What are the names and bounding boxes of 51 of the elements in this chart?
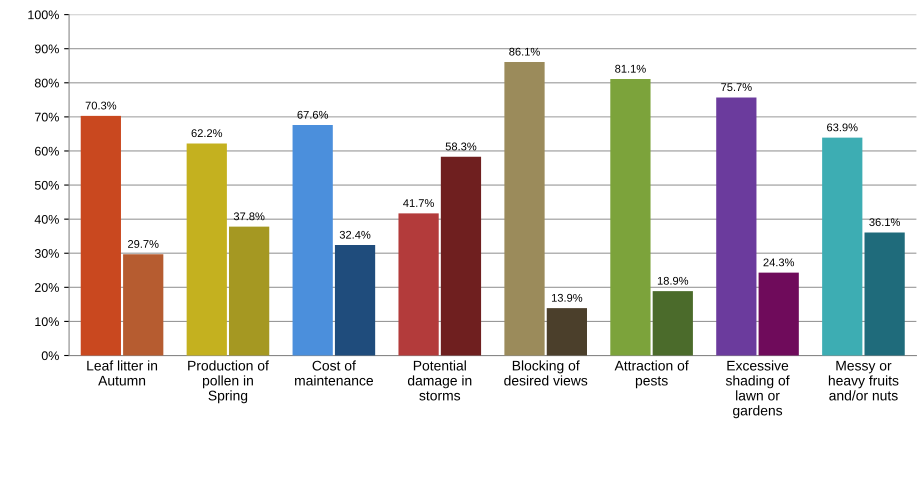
bar <box>334 245 376 356</box>
bar <box>822 138 862 356</box>
bar <box>864 232 905 356</box>
bar <box>610 79 651 356</box>
bar <box>504 62 545 356</box>
data-label: 81.1% <box>615 64 646 73</box>
data-label: 70.3% <box>86 102 116 110</box>
data-label: 29.7% <box>128 240 159 248</box>
data-label: 67.6% <box>297 110 328 119</box>
data-label: 62.2% <box>192 129 222 138</box>
bar <box>229 226 270 356</box>
bar <box>546 308 587 356</box>
bar <box>80 116 121 356</box>
data-label: 41.7% <box>403 199 434 207</box>
y-tick-label: 0% <box>42 351 59 360</box>
x-tick-label: Messy or heavy fruits and/or nuts <box>828 360 898 400</box>
y-tick-label: 70% <box>34 112 59 122</box>
data-label: 36.1% <box>869 218 900 226</box>
x-tick-label: Potential damage in storms <box>408 360 472 400</box>
data-label: 63.9% <box>827 123 858 132</box>
bar <box>398 213 439 356</box>
bar <box>758 272 799 356</box>
y-tick-label: 40% <box>34 214 59 224</box>
y-tick-label: 50% <box>34 180 59 190</box>
y-tick-label: 30% <box>34 249 59 258</box>
bar <box>716 97 756 356</box>
x-tick-label: Production of pollen in Spring <box>188 360 269 404</box>
data-label: 18.9% <box>658 276 688 285</box>
bar <box>123 254 164 356</box>
bar <box>652 291 693 356</box>
x-tick-label: Excessive shading of lawn or gardens <box>726 360 790 418</box>
y-tick-label: 100% <box>28 10 59 20</box>
x-tick-label: Attraction of pests <box>614 360 689 388</box>
data-label: 86.1% <box>509 48 540 56</box>
y-tick-label: 90% <box>34 44 59 54</box>
x-tick-label: Leaf litter in Autumn <box>87 360 158 386</box>
data-label: 24.3% <box>764 258 794 266</box>
y-tick-label: 10% <box>35 317 59 326</box>
x-tick-label: Cost of maintenance <box>295 360 374 386</box>
data-label: 32.4% <box>340 230 370 239</box>
data-label: 75.7% <box>721 83 752 92</box>
y-tick-label: 20% <box>34 283 59 292</box>
x-tick-label: Blocking of desired views <box>504 360 588 386</box>
data-label: 13.9% <box>552 294 582 302</box>
y-tick-label: 60% <box>34 146 59 156</box>
data-label: 37.8% <box>234 212 264 220</box>
bar <box>440 156 482 356</box>
y-tick-label: 80% <box>34 78 59 88</box>
bar <box>292 125 333 356</box>
data-label: 58.3% <box>446 142 476 150</box>
bar <box>186 143 227 356</box>
